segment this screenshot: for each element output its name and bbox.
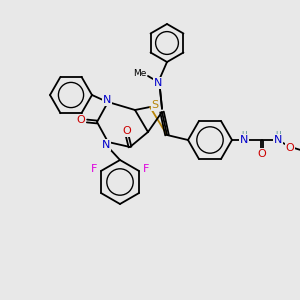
Text: N: N (274, 135, 282, 145)
Text: H: H (275, 131, 281, 140)
Text: N: N (240, 135, 248, 145)
Text: O: O (286, 143, 294, 153)
Text: F: F (143, 164, 150, 173)
Text: N: N (103, 95, 111, 105)
Text: H: H (241, 131, 247, 140)
Text: N: N (154, 78, 162, 88)
Text: Me: Me (133, 70, 147, 79)
Text: O: O (76, 115, 85, 125)
Text: N: N (102, 140, 110, 150)
Text: S: S (152, 100, 159, 110)
Text: O: O (258, 149, 266, 159)
Text: F: F (90, 164, 97, 173)
Text: O: O (123, 126, 131, 136)
